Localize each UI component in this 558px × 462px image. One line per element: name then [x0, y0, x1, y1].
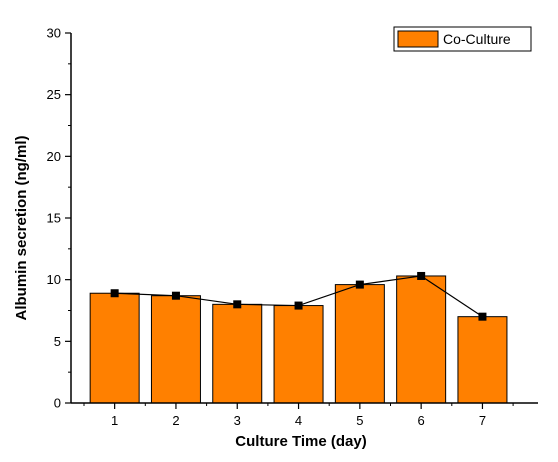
y-tick-label-20: 20 — [47, 149, 61, 164]
y-tick-label-0: 0 — [54, 396, 61, 411]
marker-1 — [110, 289, 119, 298]
marker-7 — [478, 312, 487, 321]
y-tick-label-25: 25 — [47, 87, 61, 102]
x-tick-label-5: 5 — [356, 413, 363, 428]
bar-4 — [273, 305, 324, 404]
marker-6 — [417, 271, 426, 280]
x-axis-title: Culture Time (day) — [235, 433, 366, 450]
x-tick-label-2: 2 — [172, 413, 179, 428]
bars-layer — [89, 275, 508, 404]
y-tick-label-30: 30 — [47, 26, 61, 41]
marker-4 — [294, 301, 303, 310]
x-tick-label-3: 3 — [234, 413, 241, 428]
legend-label: Co-Culture — [443, 31, 511, 47]
marker-3 — [233, 300, 242, 309]
x-tick-label-7: 7 — [479, 413, 486, 428]
x-tick-label-4: 4 — [295, 413, 302, 428]
bar-2 — [150, 295, 201, 404]
marker-5 — [355, 280, 364, 289]
marker-2 — [171, 291, 180, 300]
legend: Co-Culture — [393, 26, 532, 52]
bar-6 — [396, 275, 447, 404]
bar-3 — [212, 303, 263, 404]
y-tick-label-10: 10 — [47, 272, 61, 287]
bar-5 — [334, 284, 385, 404]
y-tick-label-15: 15 — [47, 211, 61, 226]
x-tick-label-1: 1 — [111, 413, 118, 428]
y-tick-label-5: 5 — [54, 334, 61, 349]
axes-layer: 0 5 10 15 20 25 30 1 2 3 4 5 6 7 — [47, 26, 538, 428]
legend-swatch — [397, 30, 439, 48]
x-tick-label-6: 6 — [418, 413, 425, 428]
bar-1 — [89, 292, 140, 404]
bar-7 — [457, 316, 508, 404]
line-layer — [110, 271, 487, 321]
y-axis-title: Albumin secretion (ng/ml) — [13, 135, 30, 320]
